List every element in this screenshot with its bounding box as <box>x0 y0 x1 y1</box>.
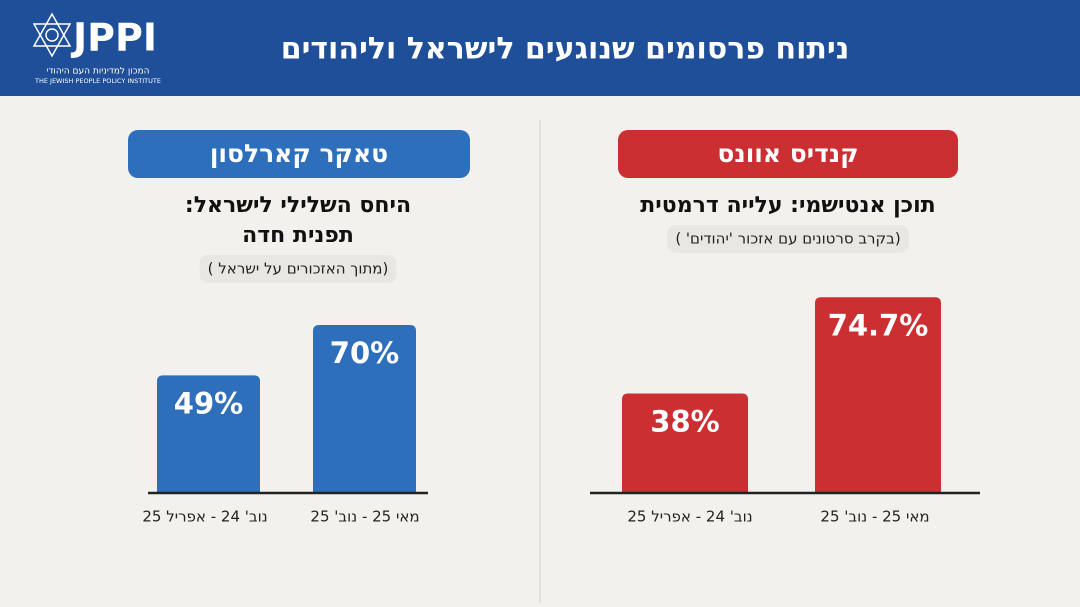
chart-subtitle: היחס השלילי לישראל: <box>185 193 411 218</box>
chart-title: קנדיס אוונס <box>717 139 858 168</box>
logo-star <box>32 12 72 58</box>
value-label: 38% <box>650 404 719 438</box>
chart-note: (מתוך האזכורים על ישראל ) <box>208 260 389 278</box>
title-badge <box>618 130 958 178</box>
note-background <box>667 225 909 253</box>
x-tick-label: נוב' 24 - אפריל 25 <box>142 508 267 526</box>
x-tick-label: נוב' 24 - אפריל 25 <box>627 508 752 526</box>
logo-hebrew: המכון למדיניות העם היהודי <box>46 67 149 77</box>
note-background <box>199 255 397 283</box>
logo-english: THE JEWISH PEOPLE POLICY INSTITUTE <box>34 77 161 85</box>
chart-note: (בקרב סרטונים עם אזכור 'יהודים' ) <box>675 230 900 248</box>
value-label: 74.7% <box>828 308 929 342</box>
header-bar <box>0 0 1080 96</box>
chart-subtitle: תוכן אנטישמי: עלייה דרמטית <box>640 193 935 218</box>
value-label: 49% <box>174 386 243 420</box>
value-label: 70% <box>330 336 399 370</box>
x-tick-label: מאי 25 - נוב' 25 <box>310 508 419 526</box>
bar <box>157 375 260 493</box>
chart-subtitle: תפנית חדה <box>242 223 354 248</box>
bar <box>815 297 941 493</box>
bar <box>313 325 416 493</box>
logo-text: JPPI <box>70 16 157 60</box>
bar <box>622 393 748 493</box>
chart-title: טאקר קארלסון <box>210 139 388 168</box>
page-title: ניתוח פרסומים שנוגעים לישראל וליהודים <box>281 32 850 67</box>
title-badge <box>128 130 470 178</box>
x-tick-label: מאי 25 - נוב' 25 <box>820 508 929 526</box>
